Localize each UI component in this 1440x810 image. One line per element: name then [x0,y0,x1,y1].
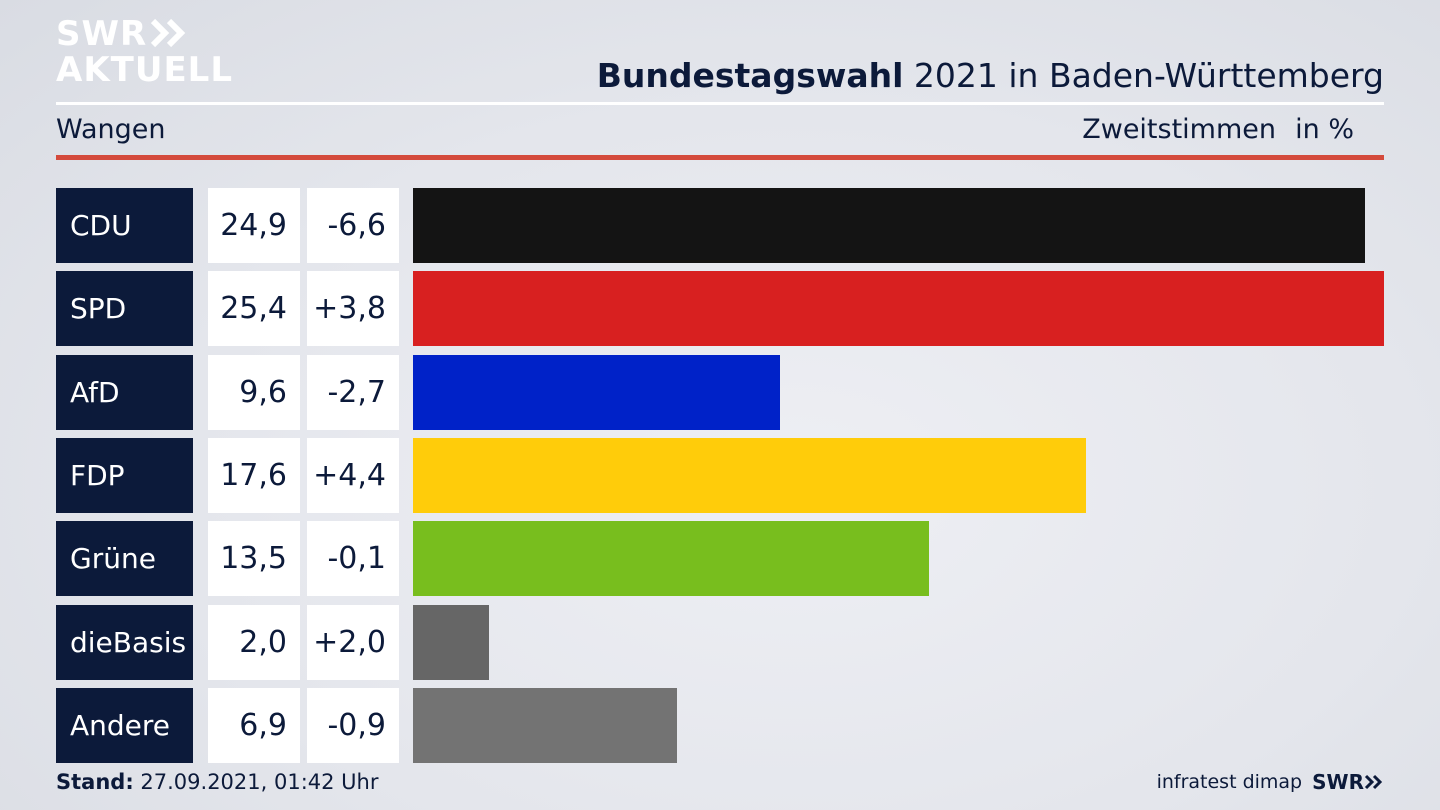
party-label: Andere [56,687,193,763]
value-label: 2,0 [208,604,300,680]
change-label: -0,9 [307,687,399,763]
party-label: AfD [56,354,193,430]
result-row-cdu: CDU 24,9 -6,6 [0,188,1440,263]
header-divider [56,102,1384,105]
swr-aktuell-logo: SWR AKTUELL [56,16,236,92]
change-label: -2,7 [307,354,399,430]
chart-title: Bundestagswahl 2021 in Baden-Württemberg [597,56,1384,95]
change-label: -0,1 [307,521,399,597]
value-label: 6,9 [208,687,300,763]
change-label: +3,8 [307,271,399,347]
change-label: -6,6 [307,188,399,263]
footer-chevron-icon [1364,774,1383,790]
unit-label: in % [1295,114,1354,145]
result-row-diebasis: dieBasis 2,0 +2,0 [0,604,1440,680]
footer-credits: infratest dimap SWR [1157,770,1384,794]
change-label: +4,4 [307,437,399,513]
bar-fdp [413,437,1086,513]
timestamp: Stand: 27.09.2021, 01:42 Uhr [56,770,379,794]
title-bold: Bundestagswahl [596,56,904,95]
bar-afd [413,354,780,430]
stand-value: 27.09.2021, 01:42 Uhr [133,770,379,794]
value-label: 25,4 [208,271,300,347]
change-label: +2,0 [307,604,399,680]
logo-line-2: AKTUELL [56,50,234,90]
value-label: 13,5 [208,521,300,597]
metric-label: Zweitstimmen [1082,114,1276,145]
party-label: dieBasis [56,604,193,680]
region-label: Wangen [56,114,166,145]
bar-spd [413,271,1384,347]
stand-label: Stand: [56,770,134,794]
bar-diebasis [413,604,489,680]
party-label: CDU [56,188,193,263]
bar-grüne [413,521,929,597]
result-row-grüne: Grüne 13,5 -0,1 [0,521,1440,597]
title-rest: 2021 in Baden-Württemberg [903,56,1384,95]
result-row-spd: SPD 25,4 +3,8 [0,271,1440,347]
result-row-afd: AfD 9,6 -2,7 [0,354,1440,430]
bar-cdu [413,188,1365,263]
accent-divider [56,155,1384,160]
result-row-andere: Andere 6,9 -0,9 [0,687,1440,763]
footer-brand: SWR [1312,770,1364,794]
value-label: 9,6 [208,354,300,430]
source-label: infratest dimap [1156,771,1303,793]
logo-line-1: SWR [56,14,148,54]
party-label: SPD [56,271,193,347]
party-label: FDP [56,437,193,513]
value-label: 17,6 [208,437,300,513]
party-label: Grüne [56,521,193,597]
bar-andere [413,687,677,763]
result-row-fdp: FDP 17,6 +4,4 [0,437,1440,513]
double-chevron-icon [151,18,186,48]
value-label: 24,9 [208,188,300,263]
